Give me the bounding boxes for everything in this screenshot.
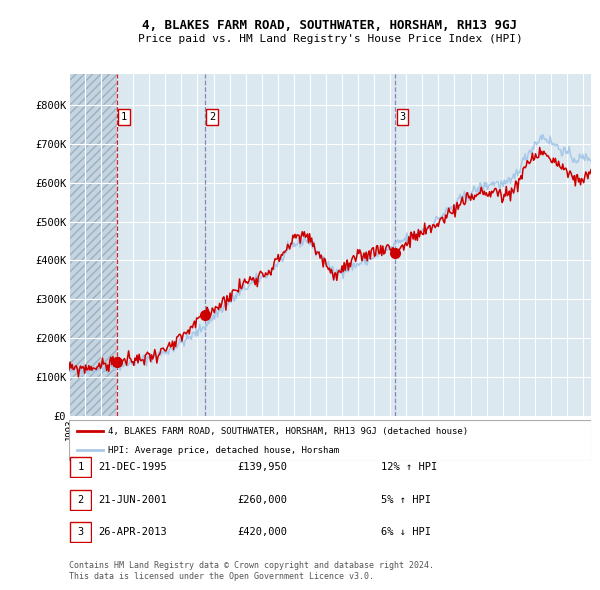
Text: 5% ↑ HPI: 5% ↑ HPI — [381, 495, 431, 504]
Bar — [69, 74, 117, 416]
Text: 1: 1 — [121, 112, 127, 122]
Text: 4, BLAKES FARM ROAD, SOUTHWATER, HORSHAM, RH13 9GJ: 4, BLAKES FARM ROAD, SOUTHWATER, HORSHAM… — [143, 19, 517, 32]
Text: 2: 2 — [209, 112, 215, 122]
Text: This data is licensed under the Open Government Licence v3.0.: This data is licensed under the Open Gov… — [69, 572, 374, 581]
Text: 26-APR-2013: 26-APR-2013 — [98, 527, 167, 537]
Text: 1: 1 — [77, 463, 83, 472]
Text: 4, BLAKES FARM ROAD, SOUTHWATER, HORSHAM, RH13 9GJ (detached house): 4, BLAKES FARM ROAD, SOUTHWATER, HORSHAM… — [108, 427, 468, 436]
Text: 3: 3 — [77, 527, 83, 537]
Text: £260,000: £260,000 — [237, 495, 287, 504]
Text: £420,000: £420,000 — [237, 527, 287, 537]
Text: 3: 3 — [400, 112, 406, 122]
Text: Contains HM Land Registry data © Crown copyright and database right 2024.: Contains HM Land Registry data © Crown c… — [69, 560, 434, 569]
Text: HPI: Average price, detached house, Horsham: HPI: Average price, detached house, Hors… — [108, 445, 339, 455]
Text: 12% ↑ HPI: 12% ↑ HPI — [381, 463, 437, 472]
Text: 2: 2 — [77, 495, 83, 504]
Text: 21-DEC-1995: 21-DEC-1995 — [98, 463, 167, 472]
Text: 6% ↓ HPI: 6% ↓ HPI — [381, 527, 431, 537]
Text: Price paid vs. HM Land Registry's House Price Index (HPI): Price paid vs. HM Land Registry's House … — [137, 34, 523, 44]
Text: 21-JUN-2001: 21-JUN-2001 — [98, 495, 167, 504]
Text: £139,950: £139,950 — [237, 463, 287, 472]
